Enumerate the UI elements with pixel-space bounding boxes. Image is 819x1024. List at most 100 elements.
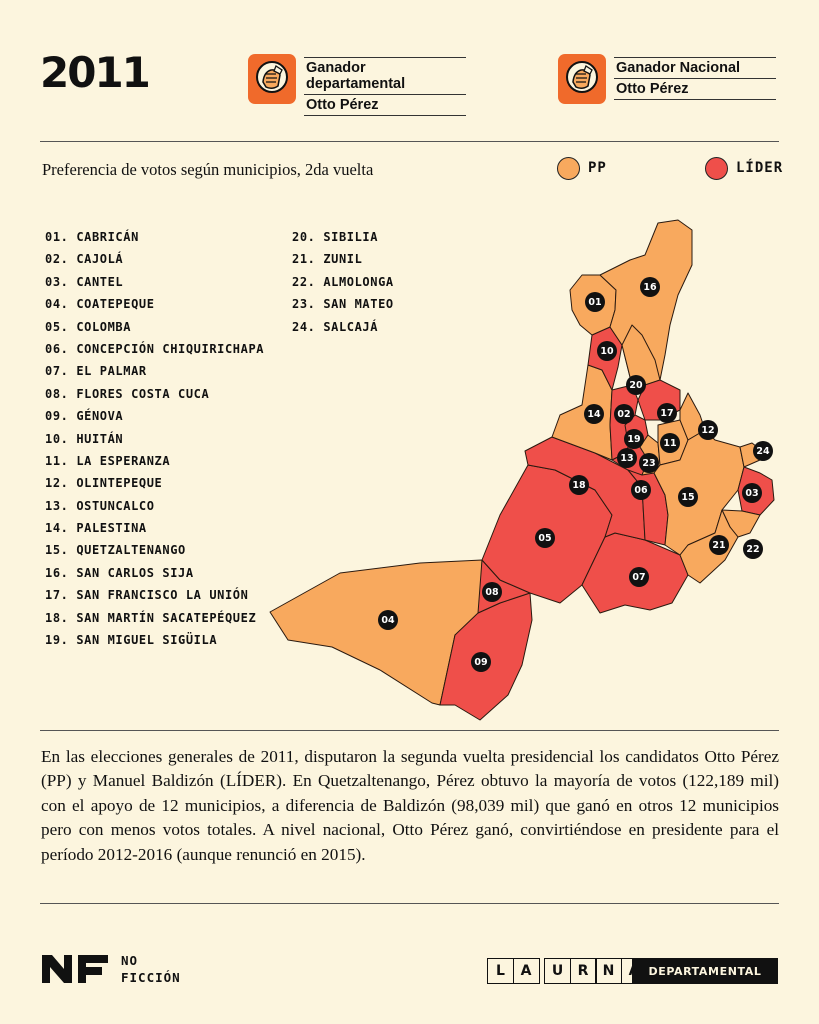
legend-pp-swatch bbox=[557, 157, 580, 180]
municipality-list-item: 02. CAJOLÁ bbox=[45, 252, 124, 267]
municipality-name: SAN FRANCISCO LA UNIÓN bbox=[76, 588, 249, 603]
municipality-list-item: 08. FLORES COSTA CUCA bbox=[45, 386, 210, 401]
municipality-list-item: 04. COATEPEQUE bbox=[45, 297, 155, 312]
urna-letter: L bbox=[487, 958, 514, 984]
map-marker-11: 11 bbox=[660, 433, 680, 453]
map-marker-number: 16 bbox=[643, 282, 657, 293]
legend-lider-swatch bbox=[705, 157, 728, 180]
municipality-number: 16 bbox=[45, 565, 61, 580]
urna-letter: N bbox=[595, 958, 622, 984]
divider bbox=[40, 730, 779, 731]
municipality-list-item: 21. ZUNIL bbox=[292, 252, 363, 267]
municipality-number: 19 bbox=[45, 633, 61, 648]
municipality-region-21 bbox=[679, 509, 739, 584]
map-marker-number: 01 bbox=[588, 297, 601, 308]
municipality-number: 18 bbox=[45, 610, 61, 625]
municipality-number: 13 bbox=[45, 498, 61, 513]
municipality-name: SIBILIA bbox=[323, 230, 379, 244]
map-marker-02: 02 bbox=[614, 404, 634, 424]
municipality-list-item: 03. CANTEL bbox=[45, 274, 124, 289]
municipality-name: HUITÁN bbox=[76, 431, 124, 446]
municipality-list-item: 20. SIBILIA bbox=[292, 230, 379, 244]
map-marker-15: 15 bbox=[678, 487, 698, 507]
municipality-name: OSTUNCALCO bbox=[76, 498, 155, 513]
municipality-number: 24 bbox=[292, 319, 308, 334]
map-marker-number: 02 bbox=[617, 409, 630, 420]
municipality-number: 01 bbox=[45, 230, 61, 244]
national-winner-label: Ganador Nacional bbox=[614, 57, 776, 79]
municipality-name: CABRICÁN bbox=[76, 230, 139, 244]
map-marker-number: 03 bbox=[745, 488, 758, 499]
municipality-number: 11 bbox=[45, 453, 61, 468]
description-paragraph: En las elecciones generales de 2011, dis… bbox=[41, 747, 779, 864]
municipality-list-item: 17. SAN FRANCISCO LA UNIÓN bbox=[45, 588, 249, 603]
municipality-name: CONCEPCIÓN CHIQUIRICHAPA bbox=[76, 341, 265, 356]
map-marker-12: 12 bbox=[698, 420, 718, 440]
urna-letter: U bbox=[544, 958, 571, 984]
municipality-list-item: 05. COLOMBA bbox=[45, 319, 132, 334]
map-marker-number: 13 bbox=[620, 453, 633, 464]
year-title: 2011 bbox=[40, 48, 151, 97]
municipality-name: SAN CARLOS SIJA bbox=[76, 565, 194, 580]
municipality-name: SALCAJÁ bbox=[323, 319, 379, 334]
map-marker-05: 05 bbox=[535, 528, 555, 548]
municipality-name: QUETZALTENANGO bbox=[76, 543, 186, 558]
map-marker-number: 11 bbox=[663, 438, 676, 449]
departamental-badge: DEPARTAMENTAL bbox=[632, 958, 778, 984]
party-logo-icon bbox=[558, 54, 606, 104]
map-marker-01: 01 bbox=[585, 292, 605, 312]
municipality-number: 12 bbox=[45, 476, 61, 491]
map-marker-number: 04 bbox=[381, 615, 395, 626]
municipality-number: 04 bbox=[45, 297, 61, 312]
municipality-list-item: 15. QUETZALTENANGO bbox=[45, 543, 186, 558]
municipality-number: 08 bbox=[45, 386, 61, 401]
urna-letter: R bbox=[569, 958, 597, 984]
map-marker-number: 17 bbox=[660, 408, 673, 419]
map-marker-number: 19 bbox=[627, 434, 640, 445]
municipality-name: OLINTEPEQUE bbox=[76, 476, 163, 491]
municipality-list-item: 13. OSTUNCALCO bbox=[45, 498, 155, 513]
brand-line-2: FICCIÓN bbox=[121, 970, 181, 985]
municipality-number: 02 bbox=[45, 252, 61, 267]
map-marker-16: 16 bbox=[640, 277, 660, 297]
municipality-list-item: 11. LA ESPERANZA bbox=[45, 453, 171, 468]
municipality-list-item: 06. CONCEPCIÓN CHIQUIRICHAPA bbox=[45, 341, 265, 356]
map-marker-number: 07 bbox=[632, 572, 645, 583]
map-marker-number: 23 bbox=[642, 458, 655, 469]
municipality-number: 05 bbox=[45, 319, 61, 334]
map-marker-number: 24 bbox=[756, 446, 770, 457]
map-marker-20: 20 bbox=[626, 375, 646, 395]
municipality-name: SAN MATEO bbox=[323, 297, 394, 312]
municipality-list-item: 09. GÉNOVA bbox=[45, 409, 124, 424]
municipality-number: 23 bbox=[292, 297, 308, 312]
municipality-name: EL PALMAR bbox=[76, 364, 147, 379]
municipality-number: 14 bbox=[45, 521, 61, 536]
map-marker-23: 23 bbox=[639, 453, 659, 473]
map-marker-03: 03 bbox=[742, 483, 762, 503]
map-marker-13: 13 bbox=[617, 448, 637, 468]
municipality-name: SAN MARTÍN SACATEPÉQUEZ bbox=[76, 610, 257, 625]
urna-letter: A bbox=[512, 958, 540, 984]
divider bbox=[40, 903, 779, 904]
map-marker-09: 09 bbox=[471, 652, 491, 672]
map-marker-14: 14 bbox=[584, 404, 604, 424]
municipality-list-item: 10. HUITÁN bbox=[45, 431, 124, 446]
map-marker-number: 15 bbox=[681, 492, 694, 503]
map-marker-17: 17 bbox=[657, 403, 677, 423]
map-marker-number: 12 bbox=[701, 425, 714, 436]
map-marker-number: 10 bbox=[600, 346, 614, 357]
municipality-list-column-1: 01. CABRICÁN 02. CAJOLÁ 03. CANTEL 04. COAT… bbox=[45, 230, 264, 655]
municipality-list-item: 14. PALESTINA bbox=[45, 521, 147, 536]
municipality-name: LA ESPERANZA bbox=[76, 453, 171, 468]
municipality-number: 21 bbox=[292, 252, 308, 267]
divider bbox=[40, 141, 779, 142]
municipality-number: 20 bbox=[292, 230, 308, 244]
map-marker-number: 09 bbox=[474, 657, 487, 668]
municipality-list-item: 22. ALMOLONGA bbox=[292, 274, 394, 289]
map-marker-number: 20 bbox=[629, 380, 643, 391]
map-subtitle: Preferencia de votos según municipios, 2… bbox=[42, 160, 374, 179]
municipality-name: FLORES COSTA CUCA bbox=[76, 386, 210, 401]
map-marker-06: 06 bbox=[631, 480, 651, 500]
municipality-name: COLOMBA bbox=[76, 319, 132, 334]
map-marker-19: 19 bbox=[624, 429, 644, 449]
